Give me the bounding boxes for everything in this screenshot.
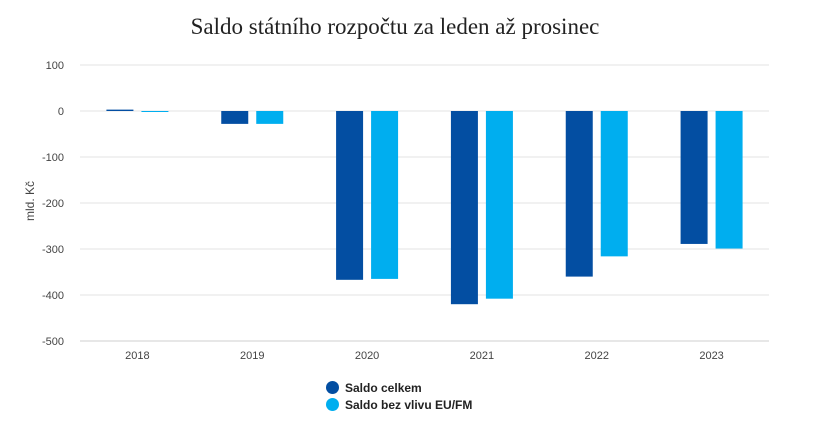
bar-2020-series-1[interactable] — [371, 111, 399, 279]
legend-item-saldo-celkem[interactable]: Saldo celkem — [326, 379, 472, 396]
bar-2023-series-0[interactable] — [680, 111, 708, 244]
bar-2022-series-0[interactable] — [565, 111, 593, 277]
x-tick-label: 2023 — [699, 350, 723, 362]
bar-2021-series-1[interactable] — [485, 111, 513, 299]
gridlines — [80, 64, 769, 296]
y-axis-ticks: 100 0 -100 -200 -300 -400 -500 — [42, 60, 64, 348]
y-tick-label: -100 — [42, 152, 64, 164]
legend-swatch-saldo-celkem — [326, 381, 339, 394]
y-tick-label: -400 — [42, 290, 64, 302]
bar-2019-series-0[interactable] — [221, 111, 249, 124]
bar-2019-series-1[interactable] — [256, 111, 284, 124]
bar-2018-series-0[interactable] — [106, 109, 134, 111]
x-axis-ticks: 2018 2019 2020 2021 2022 2023 — [125, 350, 724, 362]
legend-item-saldo-bez-vlivu[interactable]: Saldo bez vlivu EU/FM — [326, 396, 472, 413]
y-tick-label: 0 — [58, 106, 64, 118]
x-tick-label: 2018 — [125, 350, 149, 362]
bar-2023-series-1[interactable] — [715, 111, 743, 249]
legend-swatch-saldo-bez-vlivu — [326, 398, 339, 411]
bar-2020-series-0[interactable] — [336, 111, 364, 280]
x-tick-label: 2019 — [240, 350, 264, 362]
x-tick-label: 2020 — [355, 350, 379, 362]
chart-title: Saldo státního rozpočtu za leden až pros… — [190, 14, 600, 39]
bar-2018-series-1[interactable] — [141, 111, 169, 112]
bar-2022-series-1[interactable] — [600, 111, 628, 257]
legend-label-saldo-bez-vlivu: Saldo bez vlivu EU/FM — [345, 397, 473, 412]
y-tick-label: -200 — [42, 198, 64, 210]
y-axis-label: mld. Kč — [23, 181, 37, 221]
y-tick-label: -300 — [42, 244, 64, 256]
legend-label-saldo-celkem: Saldo celkem — [345, 380, 422, 395]
legend: Saldo celkem Saldo bez vlivu EU/FM — [326, 379, 472, 413]
bars — [106, 109, 743, 305]
y-tick-label: -500 — [42, 336, 64, 348]
bar-2021-series-0[interactable] — [450, 111, 478, 305]
y-tick-label: 100 — [46, 60, 64, 72]
x-tick-label: 2022 — [585, 350, 609, 362]
x-tick-label: 2021 — [470, 350, 494, 362]
